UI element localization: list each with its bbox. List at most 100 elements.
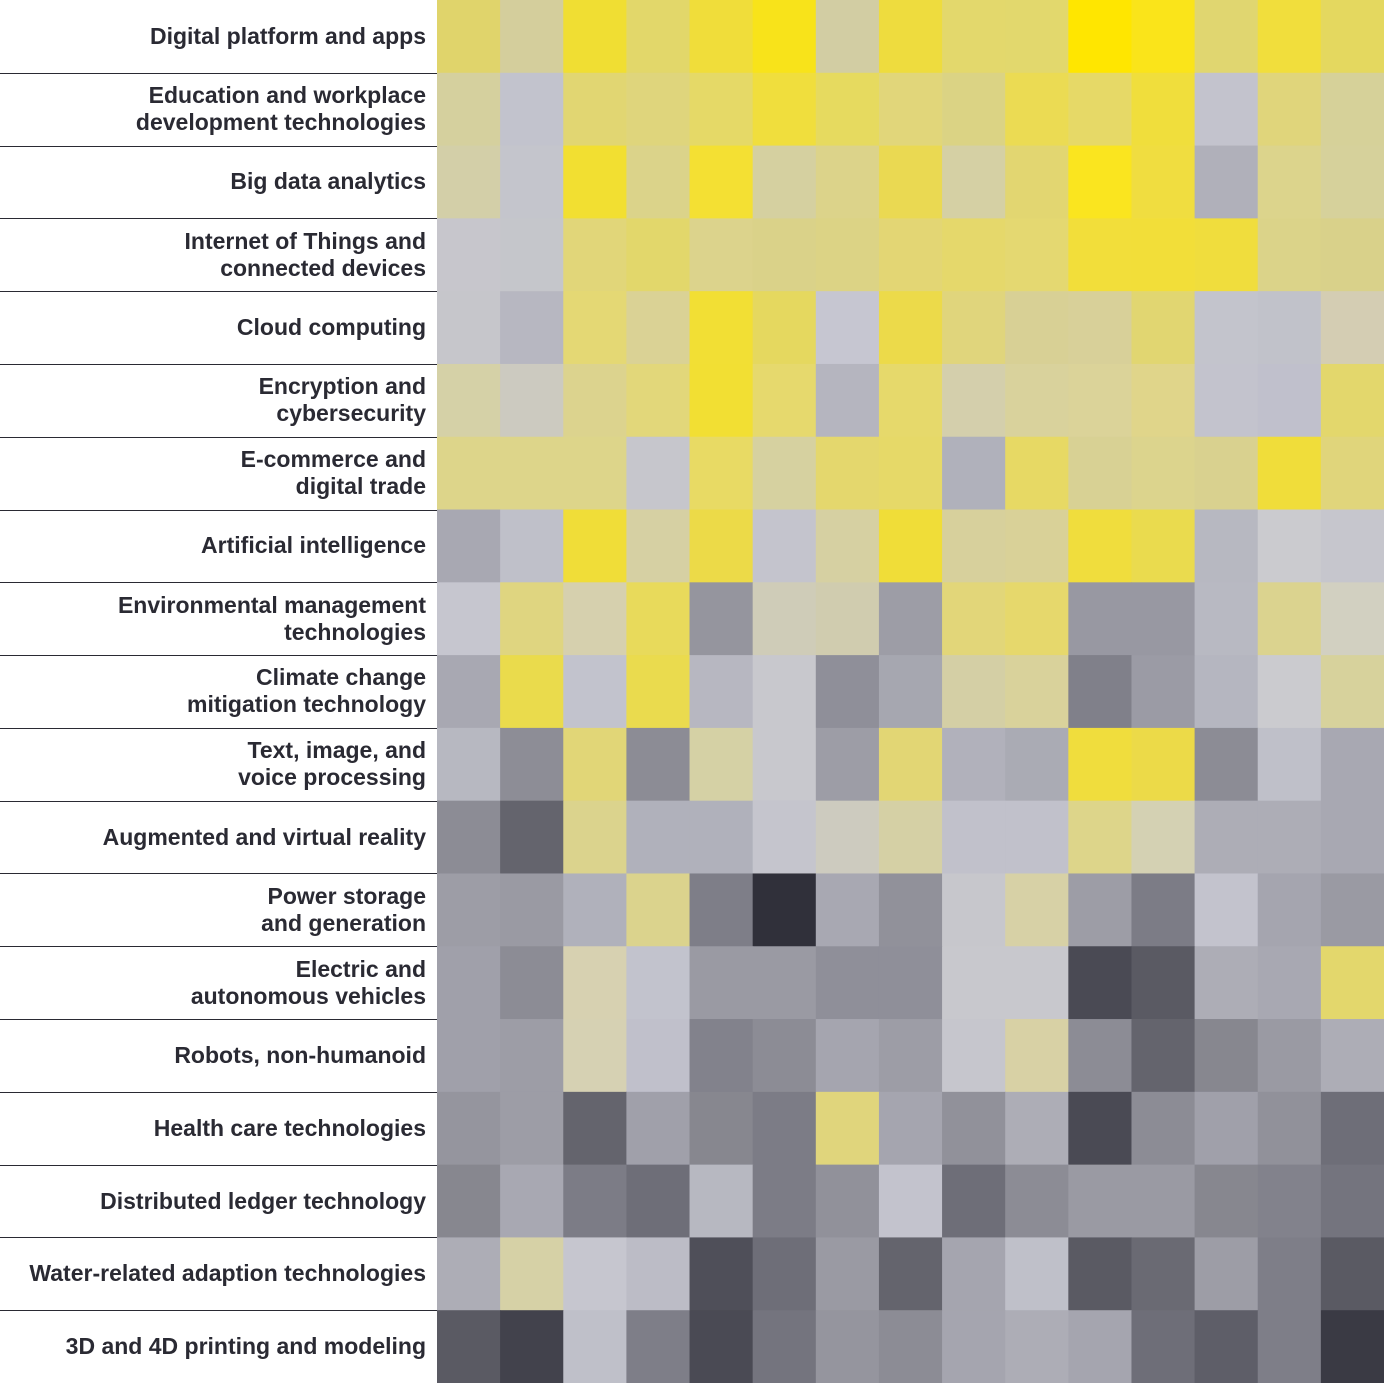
heatmap-cell [1005, 363, 1069, 438]
heatmap-cell [563, 291, 627, 365]
heatmap-cell [626, 800, 691, 875]
heatmap-cell [1131, 582, 1196, 656]
heatmap-cell [689, 436, 754, 511]
heatmap-cell [563, 800, 627, 875]
heatmap-cell [500, 873, 564, 947]
heatmap-cell [878, 582, 943, 656]
heatmap-cell [437, 509, 501, 583]
heatmap-cell [752, 363, 817, 438]
heatmap-cell [437, 1019, 501, 1093]
heatmap-cell [1320, 655, 1384, 729]
heatmap-cell [689, 1310, 754, 1383]
heatmap-cell [1131, 946, 1196, 1020]
heatmap-cell [437, 655, 501, 729]
heatmap-cell [1320, 291, 1384, 365]
row-separator [0, 145, 437, 147]
heatmap-cell [626, 218, 691, 292]
row-separator [0, 218, 437, 220]
row-label: Climate change mitigation technology [187, 664, 426, 718]
heatmap-cell [437, 1091, 501, 1166]
heatmap-cell [500, 436, 564, 511]
heatmap-cell [1131, 1164, 1196, 1239]
heatmap-cell [1257, 1019, 1322, 1093]
heatmap-cell [1005, 291, 1069, 365]
row-separator [0, 1237, 437, 1239]
row-separator [0, 291, 437, 293]
heatmap-cell [815, 655, 880, 729]
heatmap-cell [1194, 727, 1259, 802]
heatmap-cell [878, 1019, 943, 1093]
heatmap-cell [752, 218, 817, 292]
heatmap-cell [1005, 1091, 1069, 1166]
row-label: Cloud computing [236, 314, 426, 341]
row-label: Water-related adaption technologies [29, 1260, 426, 1287]
heatmap-cell [1131, 436, 1196, 511]
heatmap-cell [1257, 509, 1322, 583]
heatmap-cell [1257, 1091, 1322, 1166]
heatmap-cell [437, 727, 501, 802]
heatmap-cell [1257, 582, 1322, 656]
heatmap-cell [1005, 218, 1069, 292]
heatmap-cell [437, 1164, 501, 1239]
heatmap-cell [563, 509, 627, 583]
row-label: Text, image, and voice processing [238, 737, 426, 791]
heatmap-cell [689, 727, 754, 802]
heatmap-cell [815, 873, 880, 947]
heatmap-cell [563, 363, 627, 438]
heatmap-cell [500, 509, 564, 583]
heatmap-cell [752, 1310, 817, 1383]
heatmap-cell [500, 1164, 564, 1239]
heatmap-cell [1068, 1091, 1133, 1166]
heatmap-cell [437, 145, 501, 219]
row-separator [0, 436, 437, 438]
heatmap-cell [878, 655, 943, 729]
heatmap-cell [437, 1310, 501, 1383]
heatmap-cell [1068, 436, 1133, 511]
heatmap-cell [1131, 655, 1196, 729]
heatmap-cell [752, 436, 817, 511]
heatmap-cell [942, 727, 1006, 802]
row-label: Internet of Things and connected devices [184, 227, 427, 281]
heatmap-cell [626, 1164, 691, 1239]
row-separator [0, 800, 437, 802]
heatmap-cell [626, 655, 691, 729]
row-label: 3D and 4D printing and modeling [65, 1333, 426, 1360]
heatmap-cell [626, 727, 691, 802]
heatmap-cell [942, 873, 1006, 947]
heatmap-cell [1131, 1237, 1196, 1311]
heatmap-cell [942, 218, 1006, 292]
heatmap-cell [815, 218, 880, 292]
heatmap-cell [942, 145, 1006, 219]
heatmap-cell [563, 145, 627, 219]
heatmap-cell [1068, 72, 1133, 147]
heatmap-cell [1005, 509, 1069, 583]
heatmap-cell [942, 436, 1006, 511]
heatmap-cell [1320, 1164, 1384, 1239]
heatmap-cell [1320, 0, 1384, 74]
row-separator [0, 1164, 437, 1166]
heatmap-cell [1194, 1164, 1259, 1239]
heatmap-cell [1005, 582, 1069, 656]
heatmap-cell [815, 291, 880, 365]
heatmap-cell [689, 1164, 754, 1239]
heatmap-cell [689, 363, 754, 438]
row-label: Electric and autonomous vehicles [190, 955, 426, 1009]
heatmap-cell [942, 72, 1006, 147]
heatmap-cell [563, 1310, 627, 1383]
heatmap-cell [689, 509, 754, 583]
heatmap-cell [500, 946, 564, 1020]
heatmap-cell [500, 655, 564, 729]
heatmap-cell [563, 1164, 627, 1239]
heatmap-cell [815, 145, 880, 219]
heatmap-cell [1257, 363, 1322, 438]
heatmap-cell [1068, 1237, 1133, 1311]
row-separator [0, 946, 437, 948]
row-label: Artificial intelligence [201, 532, 426, 559]
heatmap-cell [878, 363, 943, 438]
row-separator [0, 1310, 437, 1312]
heatmap-cell [437, 218, 501, 292]
heatmap-cell [1194, 946, 1259, 1020]
heatmap-cell [1257, 1164, 1322, 1239]
heatmap-cell [752, 291, 817, 365]
heatmap-cell [689, 946, 754, 1020]
